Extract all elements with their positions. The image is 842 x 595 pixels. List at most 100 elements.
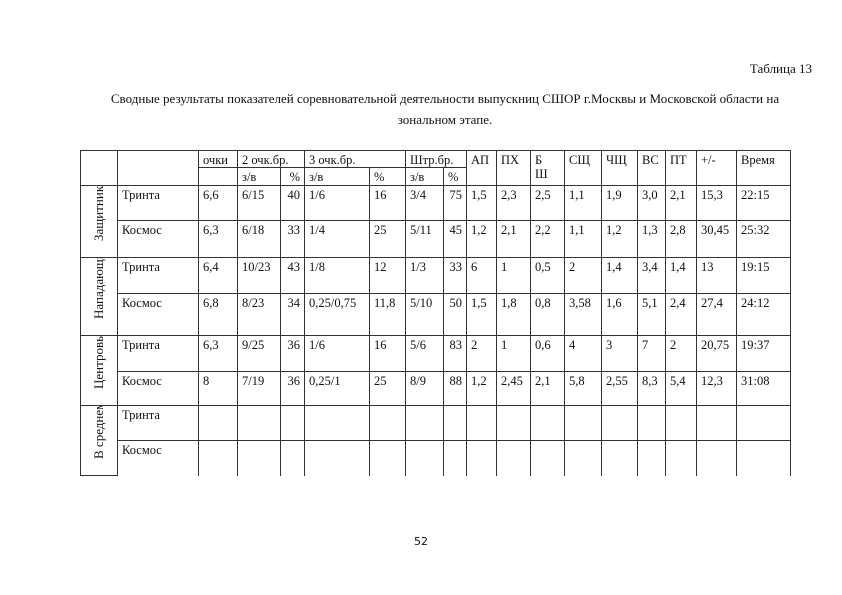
table-cell [696, 405, 737, 441]
table-cell: 3,0 [637, 185, 666, 221]
team-name: Тринта [117, 257, 199, 294]
table-cell: 12,3 [696, 371, 737, 406]
table-row: Космос 8 7/19 36 0,25/1 25 8/9 88 1,2 2,45 2,1 5,8 2… [81, 371, 791, 406]
table-title: Сводные результаты показателей соревнова… [60, 88, 830, 130]
table-cell: 15,3 [696, 185, 737, 221]
table-cell: 5,1 [637, 293, 666, 336]
header-blank [117, 150, 199, 186]
header-chshch: ЧЩ [601, 150, 638, 186]
table-cell: 40 [280, 185, 305, 221]
table-cell: 1,4 [665, 257, 697, 294]
group-label-text: Нападающие [91, 257, 106, 320]
table-cell: 6/15 [237, 185, 281, 221]
header-px: ПХ [496, 150, 531, 186]
table-cell: 25 [369, 371, 406, 406]
team-name: Тринта [117, 335, 199, 372]
table-cell: 88 [443, 371, 467, 406]
table-cell: 2,45 [496, 371, 531, 406]
table-cell: 1 [496, 335, 531, 372]
table-cell [601, 440, 638, 476]
team-name: Космос [117, 220, 199, 258]
table-cell [466, 405, 497, 441]
table-cell: 2,8 [665, 220, 697, 258]
group-label: В среднем [80, 405, 118, 476]
table-cell: 6,3 [198, 220, 238, 258]
table-cell [237, 405, 281, 441]
table-cell [466, 440, 497, 476]
table-cell: 5,4 [665, 371, 697, 406]
table-cell: 8/9 [405, 371, 444, 406]
table-cell: 2 [665, 335, 697, 372]
subheader-pct: % [443, 167, 467, 186]
table-cell: 4 [564, 335, 602, 372]
table-cell: 34 [280, 293, 305, 336]
team-name: Космос [117, 440, 199, 476]
table-row: В среднем Тринта [80, 405, 791, 476]
table-cell: 6/18 [237, 220, 281, 258]
table-cell: 1,5 [466, 185, 497, 221]
table-cell: 1,2 [601, 220, 638, 258]
header-time: Время [736, 150, 791, 186]
table-cell: 7/19 [237, 371, 281, 406]
table-cell: 6,3 [198, 335, 238, 372]
table-cell [564, 405, 602, 441]
table-cell: 7 [637, 335, 666, 372]
table-cell: 2,1 [530, 371, 565, 406]
table-cell: 2 [564, 257, 602, 294]
table-cell [564, 440, 602, 476]
table-cell: 25 [369, 220, 406, 258]
table-cell [736, 405, 791, 441]
title-line: зональном этапе. [397, 112, 493, 127]
table-row: Нападающие Тринта 6,4 10/23 43 1/8 12 1/3 33 6 1 0,… [80, 257, 791, 336]
table-cell: 16 [369, 335, 406, 372]
table-cell: 3 [601, 335, 638, 372]
table-cell: 1,1 [564, 185, 602, 221]
title-line: Сводные результаты показателей соревнова… [110, 91, 780, 106]
table-cell [405, 405, 444, 441]
table-cell: 1/3 [405, 257, 444, 294]
table-cell: 0,25/0,75 [304, 293, 370, 336]
table-cell: 1,9 [601, 185, 638, 221]
table-cell: 8/23 [237, 293, 281, 336]
table-cell [405, 440, 444, 476]
table-cell: 8,3 [637, 371, 666, 406]
table-cell: 13 [696, 257, 737, 294]
table-cell [198, 440, 238, 476]
table-cell: 83 [443, 335, 467, 372]
table-cell: 30,45 [696, 220, 737, 258]
subheader-blank [198, 167, 238, 186]
subheader-zv: з/в [237, 167, 281, 186]
table-cell: 2,1 [496, 220, 531, 258]
table-cell [530, 440, 565, 476]
table-cell: 6 [466, 257, 497, 294]
table-cell: 24:12 [736, 293, 791, 336]
table-cell: 1,6 [601, 293, 638, 336]
table-cell [496, 440, 531, 476]
header-row: очки 2 очк.бр. 3 очк.бр. Штр.бр. АП ПХ Б… [80, 150, 791, 186]
header-blank [80, 150, 118, 186]
table-cell: 0,6 [530, 335, 565, 372]
table-cell: 36 [280, 335, 305, 372]
table-cell: 6,4 [198, 257, 238, 294]
table-cell: 0,5 [530, 257, 565, 294]
table-cell [304, 440, 370, 476]
table-row: Космос 6,3 6/18 33 1/4 25 5/11 45 1,2 2,1 2,2 1,1 1,… [81, 220, 791, 258]
table-cell [198, 405, 238, 441]
table-cell: 12 [369, 257, 406, 294]
header-vs: ВС [637, 150, 666, 186]
table-cell [736, 440, 791, 476]
table-cell: 75 [443, 185, 467, 221]
table-cell [665, 440, 697, 476]
table-cell: 8 [198, 371, 238, 406]
table-cell: 33 [443, 257, 467, 294]
table-cell: 19:15 [736, 257, 791, 294]
table-number: Таблица 13 [749, 61, 812, 76]
table-row: Космос [81, 440, 791, 476]
table-cell: 2,55 [601, 371, 638, 406]
header-ft: Штр.бр. [405, 150, 467, 168]
table-cell: 0,8 [530, 293, 565, 336]
table-cell: 50 [443, 293, 467, 336]
table-cell: 1/6 [304, 185, 370, 221]
header-two-pt: 2 очк.бр. [237, 150, 305, 168]
table-cell: 1,4 [601, 257, 638, 294]
